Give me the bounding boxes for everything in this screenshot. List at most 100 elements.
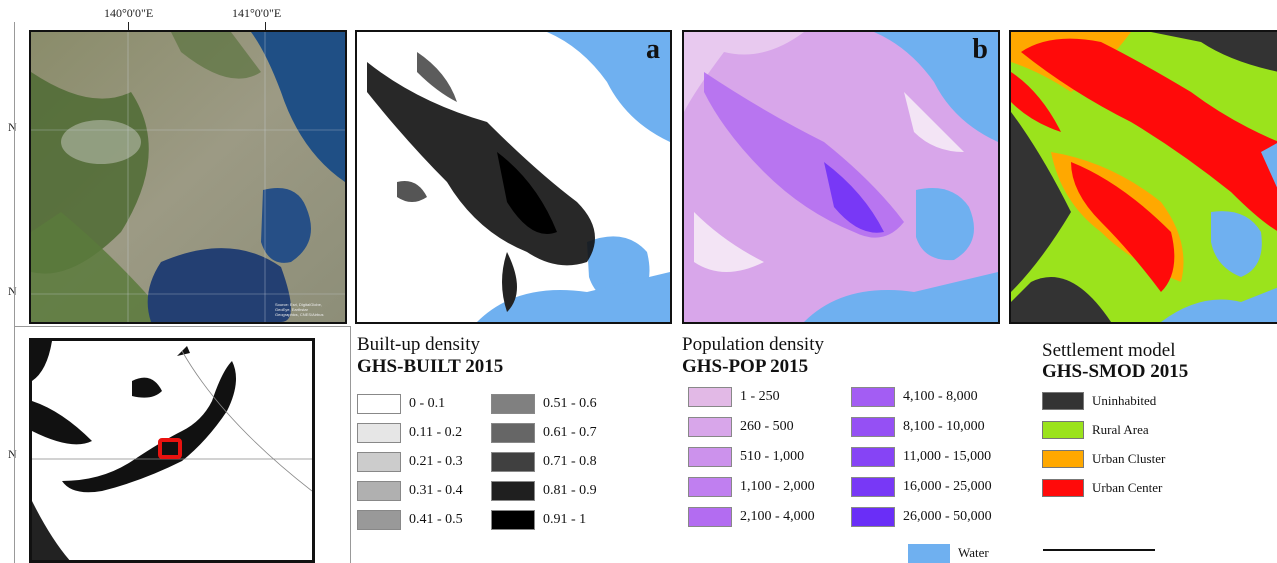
legend-label: 0.41 - 0.5 bbox=[409, 512, 463, 528]
settlement-model-map bbox=[1011, 32, 1277, 322]
legend-label: 26,000 - 50,000 bbox=[903, 509, 992, 525]
settlement-model-map-panel bbox=[1009, 30, 1277, 324]
legend-swatch bbox=[851, 387, 895, 407]
population-legend-item: 1,100 - 2,000 bbox=[688, 477, 815, 497]
built-legend-item: 0.71 - 0.8 bbox=[491, 452, 597, 472]
legend-swatch bbox=[491, 452, 535, 472]
locator-inset-map bbox=[29, 338, 315, 563]
legend-label: 4,100 - 8,000 bbox=[903, 389, 978, 405]
panel-a-label: a bbox=[646, 34, 660, 66]
built-legend-item: 0.81 - 0.9 bbox=[491, 481, 597, 501]
legend-swatch bbox=[1042, 479, 1084, 497]
population-density-map bbox=[684, 32, 998, 322]
legend-swatch bbox=[851, 477, 895, 497]
latitude-label-upper: N bbox=[8, 120, 17, 135]
legend-swatch bbox=[851, 417, 895, 437]
population-legend-item: 4,100 - 8,000 bbox=[851, 387, 978, 407]
legend-swatch bbox=[688, 447, 732, 467]
figure-divider-horizontal bbox=[14, 326, 351, 327]
settlement-legend-item: Uninhabited bbox=[1042, 391, 1156, 411]
satellite-image bbox=[31, 32, 345, 322]
legend-swatch bbox=[491, 394, 535, 414]
legend-label: Urban Cluster bbox=[1092, 451, 1165, 467]
imagery-credit: Source: Esri, DigitalGlobe, GeoEye, Eart… bbox=[275, 302, 323, 317]
legend-swatch bbox=[688, 417, 732, 437]
legend-label: 1,100 - 2,000 bbox=[740, 479, 815, 495]
population-legend-subtitle: GHS-POP 2015 bbox=[682, 356, 808, 378]
built-legend-item: 0.21 - 0.3 bbox=[357, 452, 463, 472]
scale-bar bbox=[1043, 549, 1155, 551]
satellite-map-panel: Source: Esri, DigitalGlobe, GeoEye, Eart… bbox=[29, 30, 347, 324]
legend-swatch bbox=[1042, 392, 1084, 410]
settlement-legend-subtitle: GHS-SMOD 2015 bbox=[1042, 361, 1188, 383]
legend-swatch bbox=[688, 477, 732, 497]
longitude-label-140: 140°0'0"E bbox=[104, 6, 153, 21]
legend-swatch bbox=[491, 423, 535, 443]
legend-swatch bbox=[851, 507, 895, 527]
population-density-map-panel: b bbox=[682, 30, 1000, 324]
settlement-legend-title: Settlement model bbox=[1042, 340, 1176, 362]
legend-swatch bbox=[357, 423, 401, 443]
legend-label: 0.81 - 0.9 bbox=[543, 483, 597, 499]
water-legend-swatch bbox=[908, 544, 950, 563]
population-legend-title: Population density bbox=[682, 334, 824, 356]
legend-swatch bbox=[1042, 450, 1084, 468]
longitude-label-141: 141°0'0"E bbox=[232, 6, 281, 21]
legend-label: 16,000 - 25,000 bbox=[903, 479, 992, 495]
latitude-label-inset: N bbox=[8, 447, 17, 462]
legend-swatch bbox=[357, 452, 401, 472]
figure-divider-vertical bbox=[350, 326, 351, 563]
legend-label: 0.61 - 0.7 bbox=[543, 425, 597, 441]
built-legend-subtitle: GHS-BUILT 2015 bbox=[357, 356, 503, 378]
population-legend-item: 2,100 - 4,000 bbox=[688, 507, 815, 527]
latitude-label-lower: N bbox=[8, 284, 17, 299]
population-legend-item: 16,000 - 25,000 bbox=[851, 477, 992, 497]
built-legend-item: 0.31 - 0.4 bbox=[357, 481, 463, 501]
legend-swatch bbox=[688, 387, 732, 407]
built-density-map-panel: a bbox=[355, 30, 672, 324]
population-legend-item: 260 - 500 bbox=[688, 417, 794, 437]
built-density-map bbox=[357, 32, 670, 322]
legend-swatch bbox=[357, 510, 401, 530]
legend-swatch bbox=[1042, 421, 1084, 439]
legend-swatch bbox=[688, 507, 732, 527]
built-legend-item: 0.61 - 0.7 bbox=[491, 423, 597, 443]
legend-swatch bbox=[851, 447, 895, 467]
legend-label: Rural Area bbox=[1092, 422, 1149, 438]
population-legend-item: 8,100 - 10,000 bbox=[851, 417, 985, 437]
legend-label: 260 - 500 bbox=[740, 419, 794, 435]
legend-label: 2,100 - 4,000 bbox=[740, 509, 815, 525]
legend-label: 0 - 0.1 bbox=[409, 396, 445, 412]
settlement-legend-item: Urban Center bbox=[1042, 478, 1162, 498]
built-legend-item: 0.91 - 1 bbox=[491, 510, 586, 530]
built-legend-title: Built-up density bbox=[357, 334, 480, 356]
legend-label: 0.11 - 0.2 bbox=[409, 425, 462, 441]
legend-label: 0.21 - 0.3 bbox=[409, 454, 463, 470]
figure-frame-left bbox=[14, 22, 15, 563]
water-legend-label: Water bbox=[958, 545, 989, 561]
built-legend-item: 0.51 - 0.6 bbox=[491, 394, 597, 414]
built-legend-item: 0.41 - 0.5 bbox=[357, 510, 463, 530]
legend-label: 0.31 - 0.4 bbox=[409, 483, 463, 499]
population-legend-item: 26,000 - 50,000 bbox=[851, 507, 992, 527]
legend-swatch bbox=[491, 481, 535, 501]
population-legend-item: 1 - 250 bbox=[688, 387, 780, 407]
legend-label: 1 - 250 bbox=[740, 389, 780, 405]
legend-label: 510 - 1,000 bbox=[740, 449, 804, 465]
built-legend-item: 0.11 - 0.2 bbox=[357, 423, 462, 443]
legend-swatch bbox=[357, 481, 401, 501]
japan-locator-map bbox=[32, 341, 312, 563]
credit-line: Geographics, CNES/Airbus bbox=[275, 312, 323, 317]
legend-label: 0.51 - 0.6 bbox=[543, 396, 597, 412]
legend-swatch bbox=[491, 510, 535, 530]
population-legend-item: 510 - 1,000 bbox=[688, 447, 804, 467]
population-legend-item: 11,000 - 15,000 bbox=[851, 447, 991, 467]
legend-label: Urban Center bbox=[1092, 480, 1162, 496]
legend-label: Uninhabited bbox=[1092, 393, 1156, 409]
legend-label: 0.91 - 1 bbox=[543, 512, 586, 528]
legend-label: 8,100 - 10,000 bbox=[903, 419, 985, 435]
settlement-legend-item: Urban Cluster bbox=[1042, 449, 1165, 469]
settlement-legend-item: Rural Area bbox=[1042, 420, 1149, 440]
legend-swatch bbox=[357, 394, 401, 414]
legend-label: 0.71 - 0.8 bbox=[543, 454, 597, 470]
